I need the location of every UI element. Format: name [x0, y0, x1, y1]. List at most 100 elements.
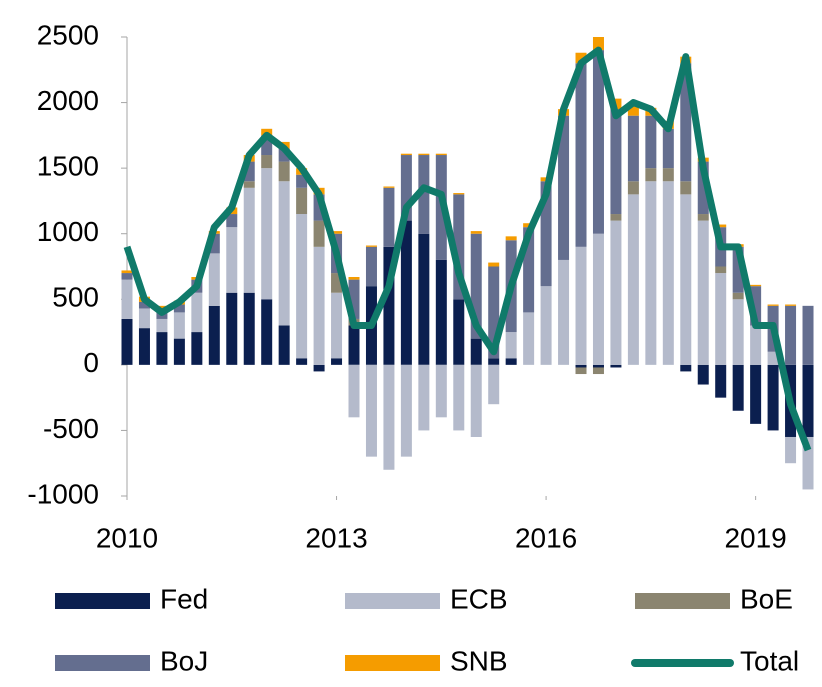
bar-segment [418, 233, 430, 365]
bar-segment [575, 364, 587, 368]
bar-segment [470, 233, 482, 339]
bar-segment [470, 231, 482, 234]
bar-segment [383, 246, 395, 365]
bar-segment [802, 305, 814, 365]
bar-segment [750, 325, 762, 365]
bar-segment [156, 332, 168, 365]
bar-segment [348, 279, 360, 319]
bar-segment [732, 364, 744, 411]
bar-segment [505, 358, 517, 365]
bar-segment [243, 292, 255, 365]
bar-segment [592, 233, 604, 365]
bar-segment [383, 186, 395, 188]
bar-segment [278, 325, 290, 365]
bar-segment [627, 181, 639, 195]
bar-segment [575, 367, 587, 375]
bar-segment [575, 63, 587, 247]
bar-segment [348, 325, 360, 365]
bar-segment [296, 358, 308, 365]
bar-segment [418, 155, 430, 234]
bar-segment [226, 214, 238, 228]
bar-segment [278, 148, 290, 162]
bar-segment [715, 266, 727, 274]
bar-segment [558, 115, 570, 260]
bar-segment [278, 181, 290, 326]
bar-segment [121, 318, 133, 365]
x-tick-label: 2010 [96, 522, 158, 553]
bar-segment [750, 284, 762, 287]
bar-segment [715, 273, 727, 365]
bar-segment [331, 231, 343, 234]
bar-segment [680, 364, 692, 372]
bar-segment [121, 273, 133, 280]
legend-swatch [345, 593, 440, 609]
bar-segment [331, 273, 343, 293]
legend-swatch [55, 593, 150, 609]
bar-segment [488, 262, 500, 267]
bar-segment [138, 328, 150, 365]
bar-segment [365, 245, 377, 247]
bar-segment [138, 301, 150, 309]
bar-segment [767, 364, 779, 431]
bar-segment [592, 367, 604, 375]
bar-segment [610, 220, 622, 365]
bar-segment [383, 187, 395, 247]
bar-segment [715, 364, 727, 398]
bar-segment [173, 304, 185, 313]
bar-segment [558, 259, 570, 365]
bar-segment [575, 52, 587, 64]
bar-segment [121, 279, 133, 319]
bar-segment [767, 304, 779, 306]
bar-segment [662, 168, 674, 182]
bar-segment [418, 364, 430, 431]
bar-segment [750, 364, 762, 424]
bar-segment [750, 286, 762, 326]
bar-segment [470, 364, 482, 437]
bar-segment [296, 187, 308, 215]
bar-segment [208, 305, 220, 365]
bar-segment [732, 299, 744, 365]
bar-segment [680, 194, 692, 365]
bar-segment [313, 220, 325, 247]
bar-segment [627, 115, 639, 182]
bar-segment [243, 181, 255, 188]
bar-segment [208, 253, 220, 306]
bar-segment [505, 332, 517, 359]
bar-segment [400, 220, 412, 365]
bar-segment [383, 364, 395, 470]
legend-label: ECB [450, 583, 508, 614]
bar-segment [802, 436, 814, 490]
bar-segment [365, 364, 377, 457]
bar-segment [802, 364, 814, 437]
bar-segment [435, 259, 447, 365]
bar-segment [121, 270, 133, 274]
bar-segment [697, 220, 709, 365]
legend-swatch [55, 655, 150, 671]
bar-segment [715, 224, 727, 228]
bar-segment [732, 246, 744, 293]
bar-segment [645, 181, 657, 365]
bar-segment [226, 292, 238, 365]
bar-segment [208, 233, 220, 254]
bar-segment [243, 187, 255, 293]
bar-segment [261, 299, 273, 365]
legend-label: Total [740, 645, 799, 676]
bar-segment [243, 161, 255, 182]
x-tick-label: 2019 [724, 522, 786, 553]
bar-segment [680, 181, 692, 195]
bar-segment [331, 292, 343, 359]
bar-segment [680, 63, 692, 182]
bar-segment [592, 37, 604, 51]
bar-segment [278, 161, 290, 182]
y-tick-label: -1000 [27, 478, 99, 509]
x-tick-label: 2016 [515, 522, 577, 553]
bar-segment [488, 266, 500, 359]
bar-segment [173, 338, 185, 365]
bar-segment [785, 436, 797, 464]
bar-segment [261, 168, 273, 300]
bar-segment [697, 214, 709, 221]
y-tick-label: 1500 [37, 151, 99, 182]
bar-segment [138, 308, 150, 329]
bar-segment [348, 364, 360, 418]
bar-segment [627, 105, 639, 116]
